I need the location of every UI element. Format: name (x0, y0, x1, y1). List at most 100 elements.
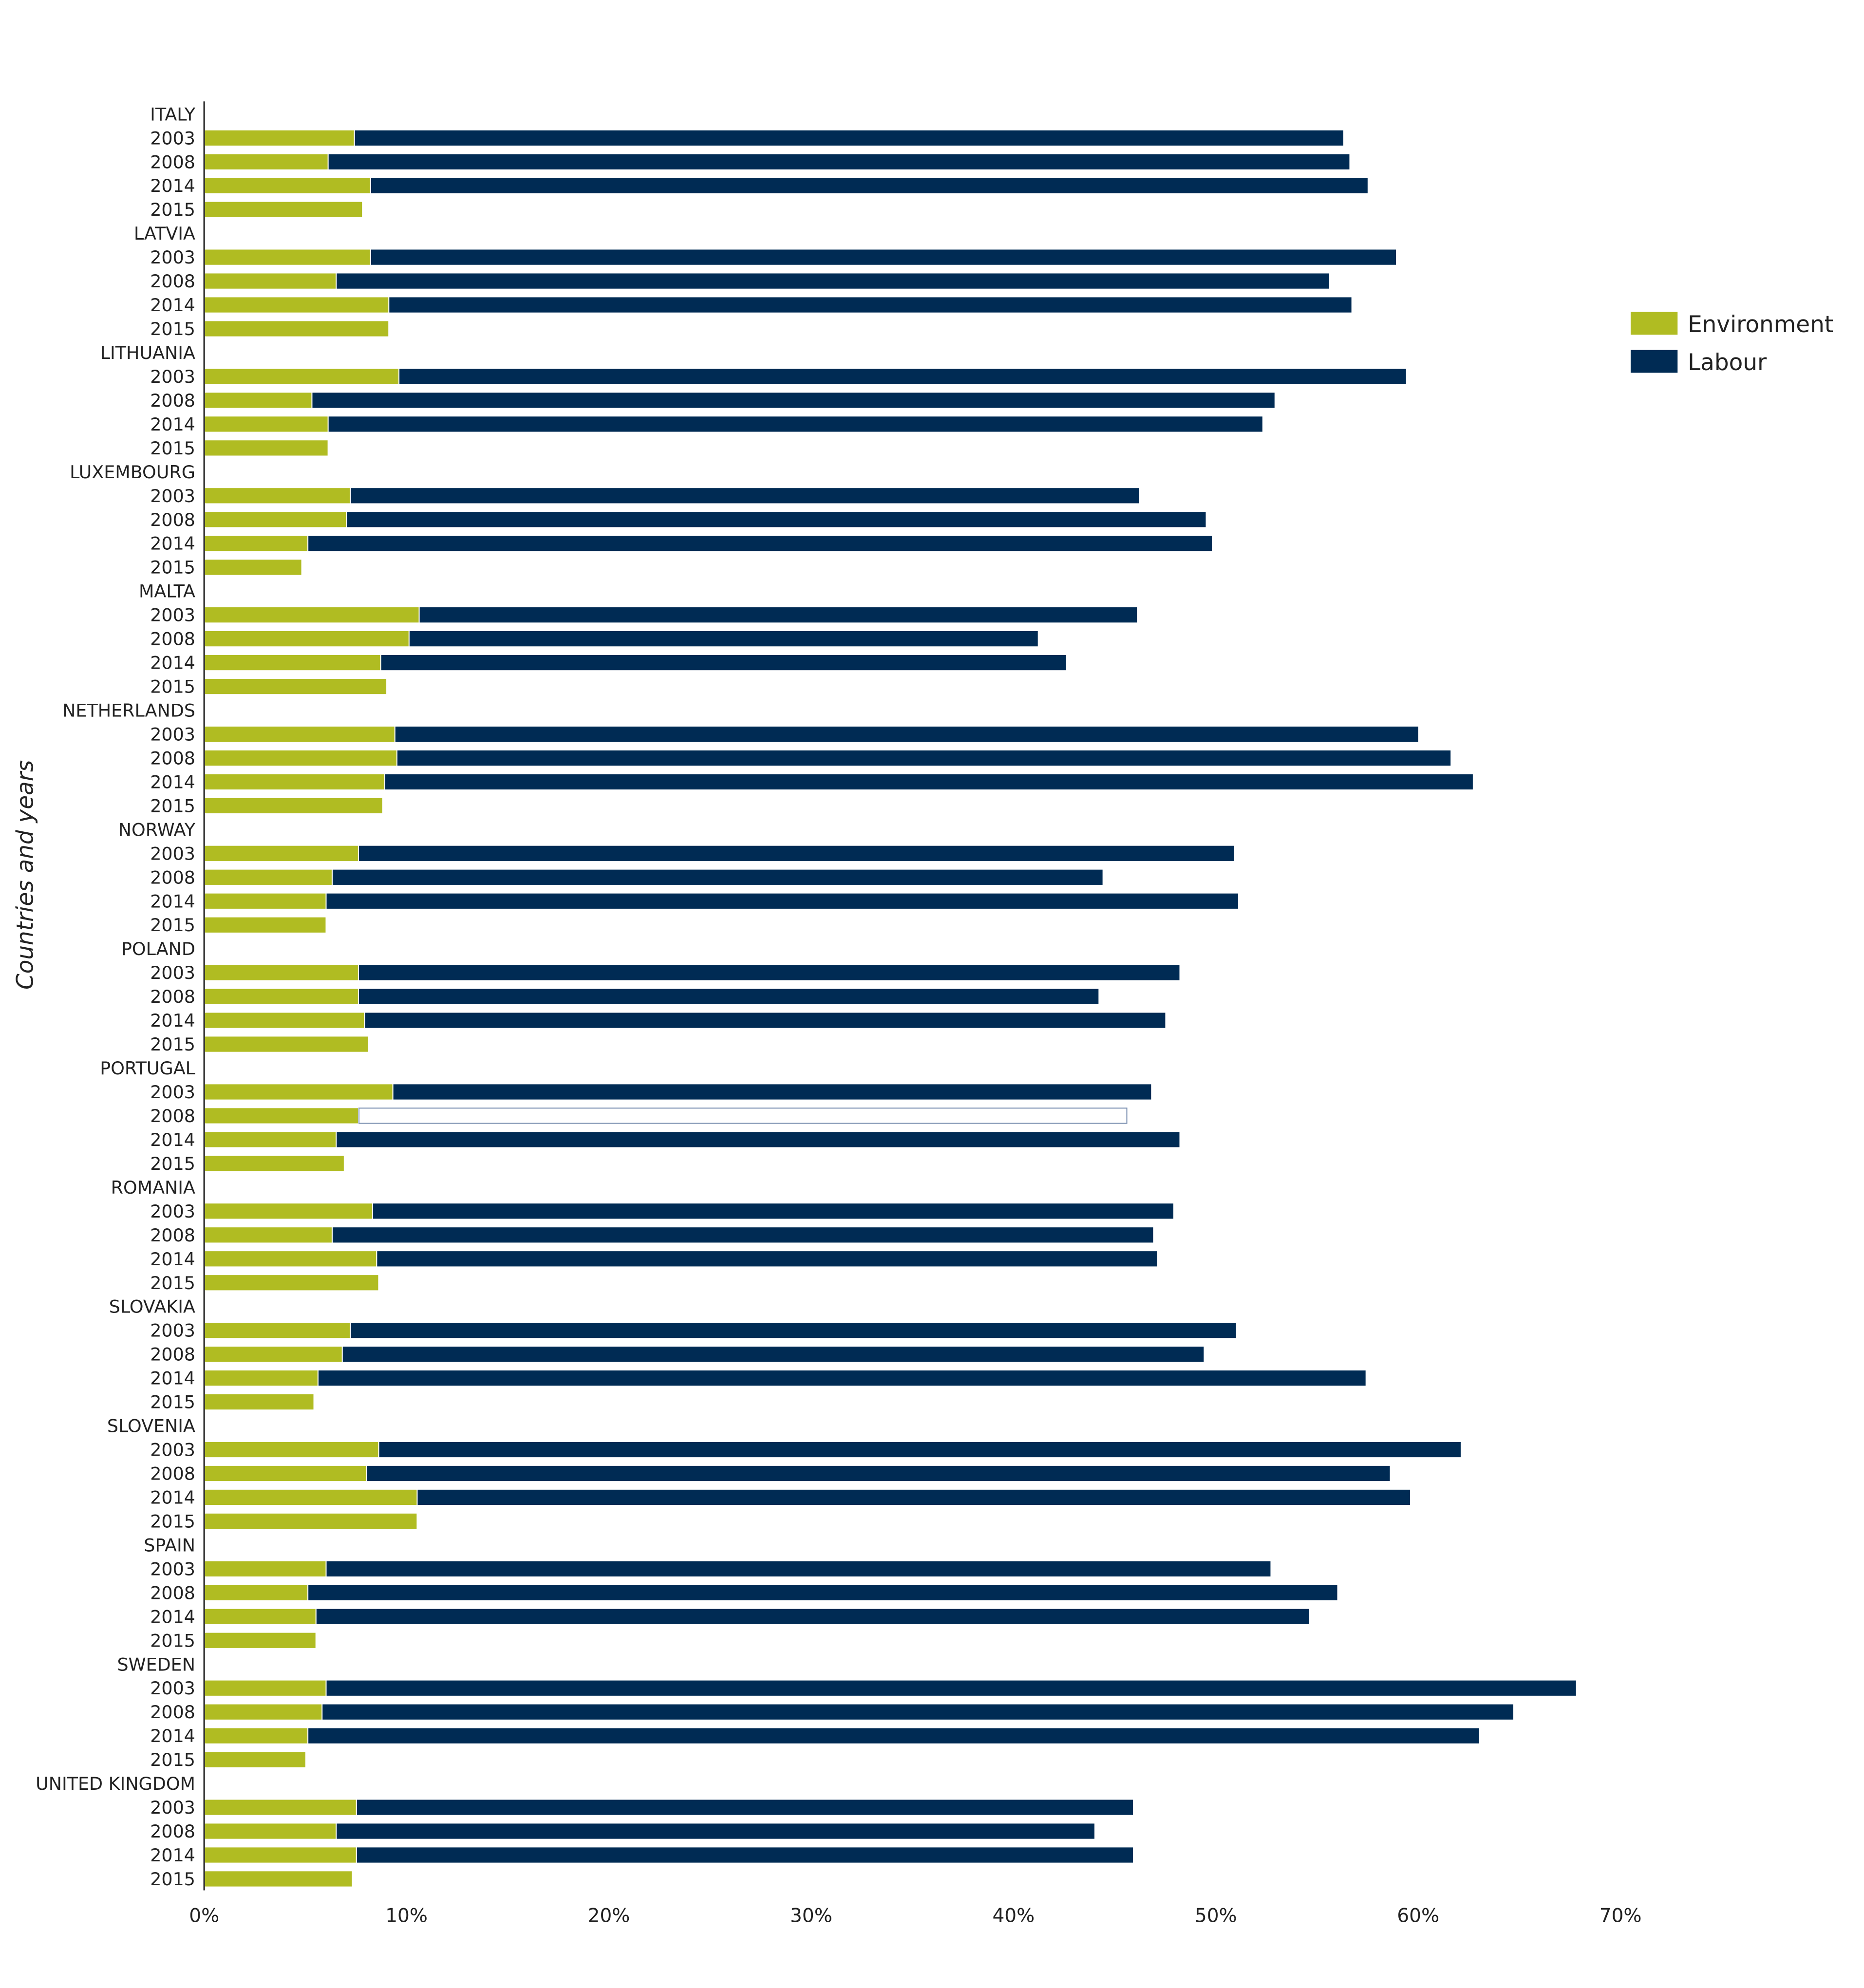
bar-labour[interactable] (326, 893, 1238, 909)
bar-labour[interactable] (318, 1370, 1366, 1386)
bar-environment[interactable] (204, 774, 384, 790)
bar-labour[interactable] (389, 297, 1352, 313)
bar-labour[interactable] (373, 1203, 1174, 1219)
bar-environment[interactable] (204, 440, 328, 456)
bar-labour[interactable] (316, 1609, 1309, 1624)
bar-labour[interactable] (379, 1442, 1461, 1458)
bar-labour[interactable] (357, 1847, 1133, 1863)
bar-environment[interactable] (204, 1513, 417, 1529)
bar-environment[interactable] (204, 1465, 366, 1482)
bar-labour[interactable] (328, 416, 1262, 432)
bar-labour[interactable] (409, 631, 1038, 647)
bar-environment[interactable] (204, 1203, 372, 1219)
bar-environment[interactable] (204, 1800, 356, 1815)
bar-labour[interactable] (399, 369, 1406, 384)
bar-labour[interactable] (371, 178, 1368, 193)
bar-environment[interactable] (204, 1227, 332, 1243)
bar-labour[interactable] (342, 1347, 1204, 1362)
bar-environment[interactable] (204, 1704, 322, 1720)
bar-labour[interactable] (308, 536, 1212, 551)
bar-labour[interactable] (417, 1489, 1411, 1505)
bar-environment[interactable] (204, 1489, 417, 1505)
bar-environment[interactable] (204, 893, 326, 909)
bar-environment[interactable] (204, 1036, 368, 1052)
bar-labour[interactable] (381, 655, 1066, 671)
bar-labour[interactable] (367, 1465, 1390, 1482)
bar-labour[interactable] (419, 607, 1137, 623)
bar-labour[interactable] (326, 1561, 1271, 1576)
bar-environment[interactable] (204, 655, 380, 671)
bar-environment[interactable] (204, 845, 358, 861)
bar-environment[interactable] (204, 273, 336, 289)
bar-environment[interactable] (204, 1108, 358, 1124)
bar-labour[interactable] (308, 1728, 1479, 1744)
bar-labour[interactable] (355, 130, 1343, 146)
bar-environment[interactable] (204, 249, 370, 265)
bar-environment[interactable] (204, 1561, 326, 1576)
bar-environment[interactable] (204, 1347, 342, 1362)
bar-environment[interactable] (204, 1871, 352, 1887)
bar-environment[interactable] (204, 869, 332, 885)
bar-environment[interactable] (204, 917, 326, 933)
bar-labour-highlighted[interactable] (358, 1107, 1128, 1124)
bar-environment[interactable] (204, 1251, 377, 1267)
bar-environment[interactable] (204, 1156, 344, 1171)
bar-environment[interactable] (204, 1275, 378, 1291)
bar-environment[interactable] (204, 297, 389, 313)
bar-environment[interactable] (204, 369, 398, 384)
bar-labour[interactable] (351, 488, 1139, 504)
bar-environment[interactable] (204, 798, 382, 814)
bar-environment[interactable] (204, 1632, 316, 1648)
bar-labour[interactable] (395, 726, 1418, 742)
bar-environment[interactable] (204, 1752, 305, 1767)
bar-environment[interactable] (204, 1442, 378, 1458)
bar-environment[interactable] (204, 965, 358, 980)
bar-environment[interactable] (204, 678, 387, 694)
bar-labour[interactable] (358, 845, 1234, 861)
bar-environment[interactable] (204, 631, 409, 647)
bar-environment[interactable] (204, 1680, 326, 1696)
bar-environment[interactable] (204, 1728, 308, 1744)
bar-environment[interactable] (204, 1823, 336, 1839)
bar-labour[interactable] (337, 1132, 1180, 1147)
bar-labour[interactable] (397, 750, 1451, 766)
bar-labour[interactable] (312, 393, 1275, 408)
bar-labour[interactable] (337, 1823, 1095, 1839)
bar-labour[interactable] (377, 1251, 1157, 1267)
bar-labour[interactable] (365, 1013, 1166, 1028)
bar-labour[interactable] (328, 154, 1350, 169)
bar-labour[interactable] (371, 249, 1396, 265)
bar-labour[interactable] (337, 273, 1329, 289)
bar-labour[interactable] (358, 989, 1099, 1004)
bar-environment[interactable] (204, 488, 350, 504)
bar-environment[interactable] (204, 321, 389, 337)
bar-labour[interactable] (385, 774, 1473, 790)
bar-labour[interactable] (326, 1680, 1576, 1696)
bar-labour[interactable] (332, 1227, 1153, 1243)
bar-labour[interactable] (332, 869, 1103, 885)
bar-labour[interactable] (357, 1800, 1133, 1815)
bar-environment[interactable] (204, 560, 301, 575)
bar-environment[interactable] (204, 1132, 336, 1147)
bar-environment[interactable] (204, 393, 312, 408)
bar-environment[interactable] (204, 1084, 393, 1100)
bar-environment[interactable] (204, 1609, 316, 1624)
bar-environment[interactable] (204, 154, 328, 169)
bar-labour[interactable] (308, 1585, 1337, 1600)
bar-environment[interactable] (204, 536, 308, 551)
bar-environment[interactable] (204, 607, 419, 623)
bar-environment[interactable] (204, 1013, 364, 1028)
bar-environment[interactable] (204, 202, 362, 217)
bar-environment[interactable] (204, 416, 328, 432)
bar-labour[interactable] (393, 1084, 1151, 1100)
bar-environment[interactable] (204, 1847, 356, 1863)
bar-labour[interactable] (351, 1323, 1236, 1338)
bar-environment[interactable] (204, 512, 346, 527)
bar-labour[interactable] (358, 965, 1180, 980)
bar-environment[interactable] (204, 1585, 308, 1600)
bar-environment[interactable] (204, 178, 370, 193)
bar-environment[interactable] (204, 750, 396, 766)
bar-environment[interactable] (204, 726, 395, 742)
bar-environment[interactable] (204, 1323, 350, 1338)
bar-environment[interactable] (204, 1394, 314, 1410)
